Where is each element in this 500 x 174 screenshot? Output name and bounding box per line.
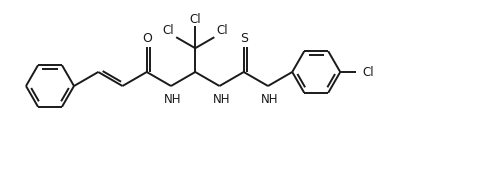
- Text: NH: NH: [212, 93, 230, 106]
- Text: S: S: [240, 32, 248, 45]
- Text: O: O: [142, 32, 152, 45]
- Text: NH: NH: [261, 93, 278, 106]
- Text: Cl: Cl: [162, 24, 174, 37]
- Text: Cl: Cl: [216, 24, 228, 37]
- Text: Cl: Cl: [362, 65, 374, 78]
- Text: NH: NH: [164, 93, 182, 106]
- Text: Cl: Cl: [190, 13, 201, 26]
